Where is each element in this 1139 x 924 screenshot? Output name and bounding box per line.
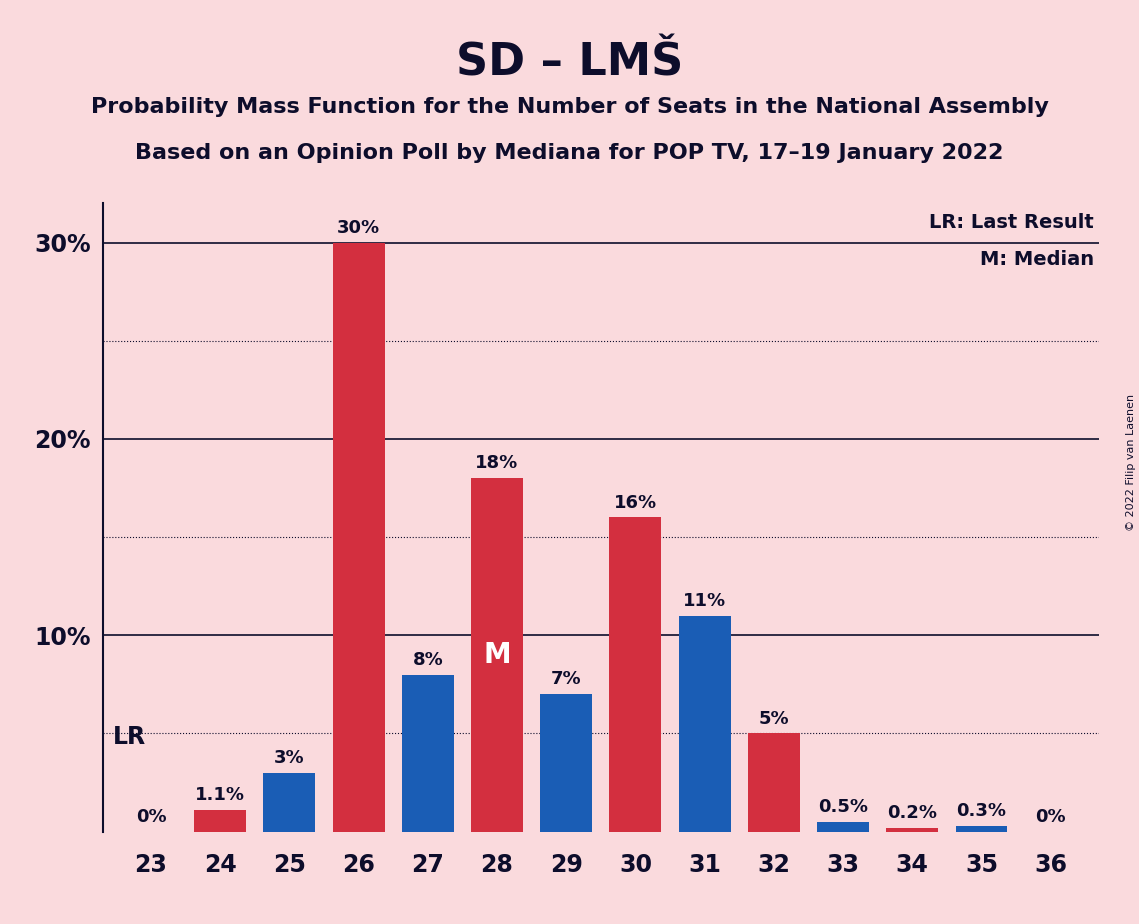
Bar — [540, 694, 592, 832]
Bar — [402, 675, 453, 832]
Text: 0%: 0% — [136, 808, 166, 826]
Text: 7%: 7% — [551, 670, 582, 688]
Text: © 2022 Filip van Laenen: © 2022 Filip van Laenen — [1126, 394, 1136, 530]
Text: 16%: 16% — [614, 493, 657, 512]
Text: 3%: 3% — [274, 748, 305, 767]
Text: SD – LMŠ: SD – LMŠ — [456, 42, 683, 85]
Bar — [333, 242, 385, 832]
Bar — [609, 517, 662, 832]
Bar — [956, 826, 1007, 832]
Bar — [886, 828, 939, 832]
Text: LR: Last Result: LR: Last Result — [929, 213, 1095, 232]
Text: M: M — [483, 641, 510, 669]
Bar — [679, 615, 730, 832]
Text: 0%: 0% — [1035, 808, 1066, 826]
Text: 11%: 11% — [683, 591, 727, 610]
Text: 30%: 30% — [337, 219, 380, 237]
Text: LR: LR — [113, 725, 146, 749]
Text: 5%: 5% — [759, 710, 789, 727]
Text: 8%: 8% — [412, 650, 443, 669]
Bar — [472, 479, 523, 832]
Text: 0.5%: 0.5% — [818, 798, 868, 816]
Text: 0.3%: 0.3% — [957, 802, 1007, 820]
Bar — [817, 821, 869, 832]
Bar — [195, 810, 246, 832]
Text: 1.1%: 1.1% — [195, 786, 245, 804]
Text: Based on an Opinion Poll by Mediana for POP TV, 17–19 January 2022: Based on an Opinion Poll by Mediana for … — [136, 143, 1003, 164]
Text: Probability Mass Function for the Number of Seats in the National Assembly: Probability Mass Function for the Number… — [91, 97, 1048, 117]
Bar — [748, 734, 800, 832]
Text: 18%: 18% — [475, 455, 518, 472]
Text: 0.2%: 0.2% — [887, 804, 937, 821]
Bar — [263, 772, 316, 832]
Text: M: Median: M: Median — [980, 250, 1095, 270]
